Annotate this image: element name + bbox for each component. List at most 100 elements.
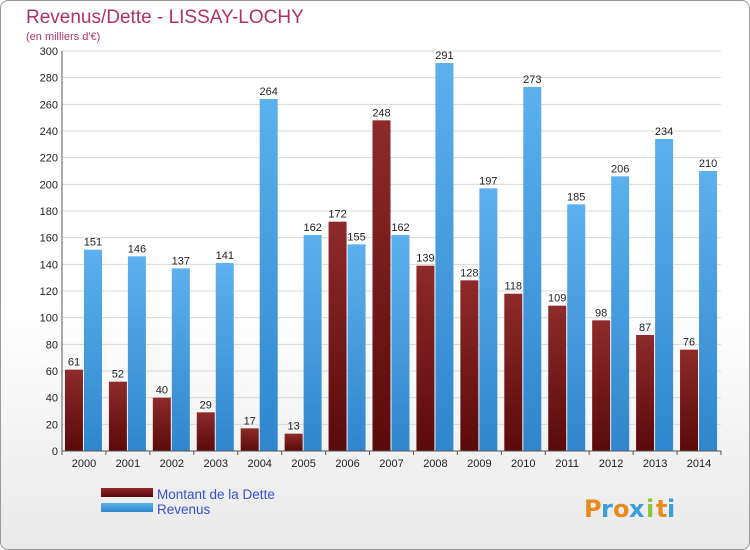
logo-letter: o: [613, 495, 630, 523]
x-tick-label: 2008: [423, 458, 447, 470]
logo-letter: P: [584, 495, 602, 523]
revenue-value-label: 197: [479, 175, 497, 187]
debt-bar: [240, 428, 259, 451]
debt-value-label: 76: [683, 337, 695, 349]
y-tick-label: 280: [40, 73, 58, 85]
y-tick-label: 200: [40, 179, 58, 191]
y-tick-label: 260: [40, 99, 58, 111]
legend-swatch-revenue: [101, 503, 153, 512]
revenue-bar: [127, 256, 146, 451]
revenue-bar: [215, 263, 234, 451]
debt-value-label: 17: [244, 415, 256, 427]
debt-bar: [372, 120, 391, 451]
revenue-bar: [171, 268, 190, 451]
y-tick-label: 240: [40, 126, 58, 138]
revenue-bar: [347, 244, 366, 451]
y-tick-label: 20: [46, 419, 58, 431]
revenue-bar: [391, 235, 410, 451]
debt-bar: [64, 369, 83, 451]
revenue-value-label: 206: [611, 163, 629, 175]
revenue-value-label: 146: [128, 243, 146, 255]
logo-letter: i: [667, 495, 675, 523]
debt-bar: [636, 335, 655, 451]
y-tick-label: 60: [46, 366, 58, 378]
debt-bar: [152, 397, 171, 451]
x-tick-label: 2012: [599, 458, 623, 470]
x-tick-label: 2013: [643, 458, 667, 470]
debt-value-label: 40: [156, 385, 168, 397]
debt-value-label: 109: [548, 293, 566, 305]
x-tick-label: 2005: [291, 458, 315, 470]
x-tick-label: 2004: [247, 458, 271, 470]
x-tick-label: 2006: [335, 458, 359, 470]
logo-letter: t: [656, 495, 667, 523]
revenue-value-label: 162: [391, 222, 409, 234]
revenue-value-label: 185: [567, 191, 585, 203]
logo-letter: r: [601, 495, 613, 523]
debt-bar: [284, 433, 303, 451]
x-tick-label: 2010: [511, 458, 535, 470]
x-tick-label: 2000: [72, 458, 96, 470]
chart-title: Revenus/Dette - LISSAY-LOCHY: [26, 7, 304, 28]
debt-bar: [548, 305, 567, 451]
chart-subtitle: (en milliers d'€): [26, 31, 100, 43]
debt-bar: [416, 265, 435, 451]
revenue-bar: [655, 139, 674, 451]
debt-value-label: 128: [460, 267, 478, 279]
x-tick-label: 2014: [687, 458, 711, 470]
y-tick-label: 80: [46, 339, 58, 351]
logo-letter: x: [629, 495, 645, 523]
debt-value-label: 98: [595, 307, 607, 319]
revenue-bar: [523, 87, 542, 451]
legend-swatch-debt: [101, 488, 153, 497]
debt-bar: [328, 221, 347, 451]
legend-label-debt: Montant de la Dette: [157, 487, 275, 502]
revenue-value-label: 155: [347, 231, 365, 243]
x-tick-label: 2003: [204, 458, 228, 470]
debt-value-label: 13: [288, 421, 300, 433]
x-tick-label: 2001: [116, 458, 140, 470]
x-tick-label: 2009: [467, 458, 491, 470]
revenue-value-label: 291: [435, 50, 453, 62]
x-tick-label: 2011: [555, 458, 579, 470]
debt-value-label: 29: [200, 399, 212, 411]
y-tick-label: 300: [40, 46, 58, 58]
y-tick-label: 140: [40, 259, 58, 271]
debt-value-label: 118: [505, 281, 523, 293]
revenue-value-label: 273: [523, 74, 541, 86]
debt-value-label: 87: [639, 322, 651, 334]
debt-bar: [592, 320, 611, 451]
revenue-value-label: 210: [699, 158, 717, 170]
revenue-bar: [259, 99, 278, 451]
revenue-bar: [435, 63, 454, 451]
revenue-bar: [611, 176, 630, 452]
debt-bar: [196, 412, 215, 451]
debt-bar: [680, 349, 699, 451]
revenue-bar: [83, 249, 102, 451]
revenue-value-label: 264: [260, 86, 278, 98]
debt-value-label: 172: [328, 209, 346, 221]
revenue-value-label: 234: [655, 126, 673, 138]
y-tick-label: 160: [40, 233, 58, 245]
y-tick-label: 120: [40, 286, 58, 298]
debt-value-label: 248: [372, 107, 390, 119]
revenue-bar: [479, 188, 498, 452]
debt-bar: [108, 381, 127, 451]
revenue-bar: [567, 204, 586, 451]
debt-bar: [460, 280, 479, 451]
revenue-value-label: 141: [216, 250, 234, 262]
debt-value-label: 61: [68, 357, 80, 369]
logo-letter: i: [646, 495, 654, 523]
revenue-value-label: 162: [303, 222, 321, 234]
y-tick-label: 100: [40, 313, 58, 325]
x-tick-label: 2002: [160, 458, 184, 470]
x-tick-label: 2007: [379, 458, 403, 470]
debt-value-label: 139: [416, 253, 434, 265]
y-tick-label: 180: [40, 206, 58, 218]
revenue-value-label: 137: [172, 255, 190, 267]
y-tick-label: 40: [46, 393, 58, 405]
